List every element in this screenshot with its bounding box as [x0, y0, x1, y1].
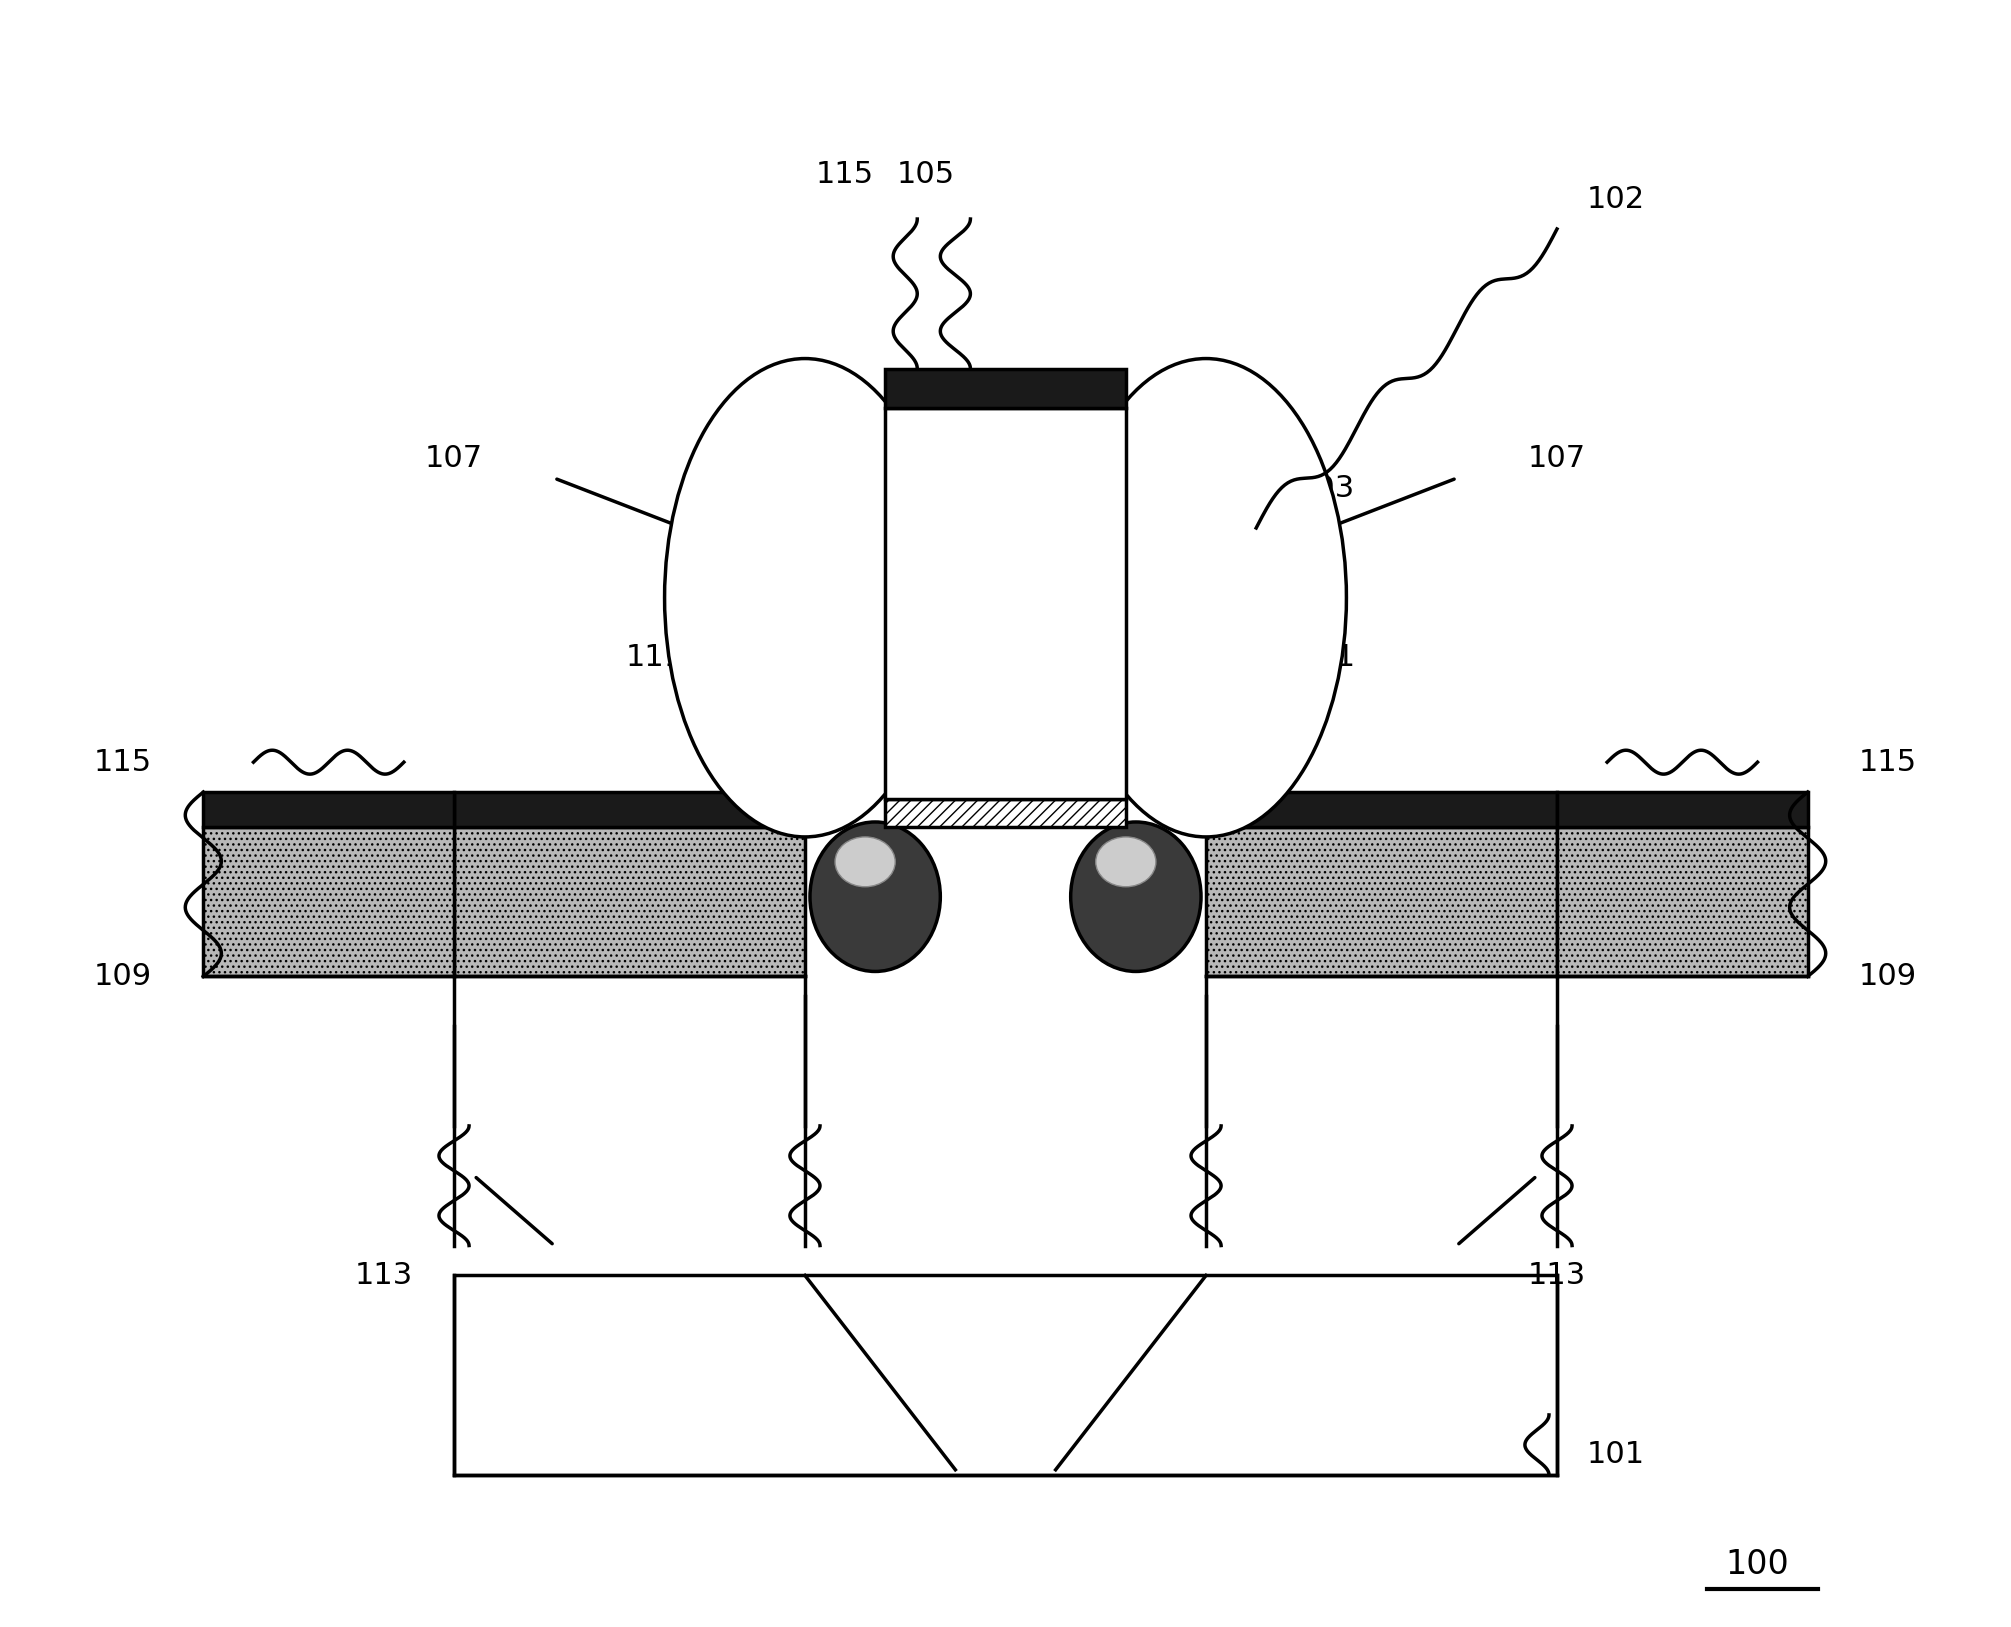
Bar [454, 827, 804, 976]
Ellipse shape [1066, 358, 1347, 836]
Bar [1207, 792, 1557, 827]
Ellipse shape [664, 358, 945, 836]
Text: 115: 115 [1858, 748, 1916, 776]
Text: 109: 109 [1858, 962, 1916, 991]
Bar [1557, 792, 1808, 827]
Text: 113: 113 [1528, 1261, 1587, 1290]
Bar [885, 408, 1126, 799]
Ellipse shape [1096, 836, 1156, 887]
Bar [203, 792, 454, 827]
Text: 115: 115 [816, 159, 875, 189]
Bar [454, 792, 804, 827]
Bar [1557, 827, 1808, 976]
Bar [1207, 827, 1557, 976]
Bar [203, 827, 454, 976]
Text: 115: 115 [95, 748, 153, 776]
Bar [885, 369, 1126, 408]
Ellipse shape [810, 822, 941, 971]
Text: 107: 107 [424, 444, 483, 473]
Ellipse shape [1070, 822, 1201, 971]
Bar [454, 1276, 1557, 1474]
Text: 105: 105 [897, 159, 955, 189]
Text: 102: 102 [1587, 184, 1645, 213]
Text: 109: 109 [95, 962, 153, 991]
Text: 111: 111 [1297, 643, 1355, 672]
Text: 100: 100 [1725, 1547, 1790, 1581]
Ellipse shape [835, 836, 895, 887]
Text: 113: 113 [354, 1261, 412, 1290]
Text: 107: 107 [1528, 444, 1587, 473]
Text: 111: 111 [625, 643, 684, 672]
Text: 101: 101 [1587, 1440, 1645, 1469]
Bar [885, 799, 1126, 827]
Text: 103: 103 [1297, 473, 1355, 503]
